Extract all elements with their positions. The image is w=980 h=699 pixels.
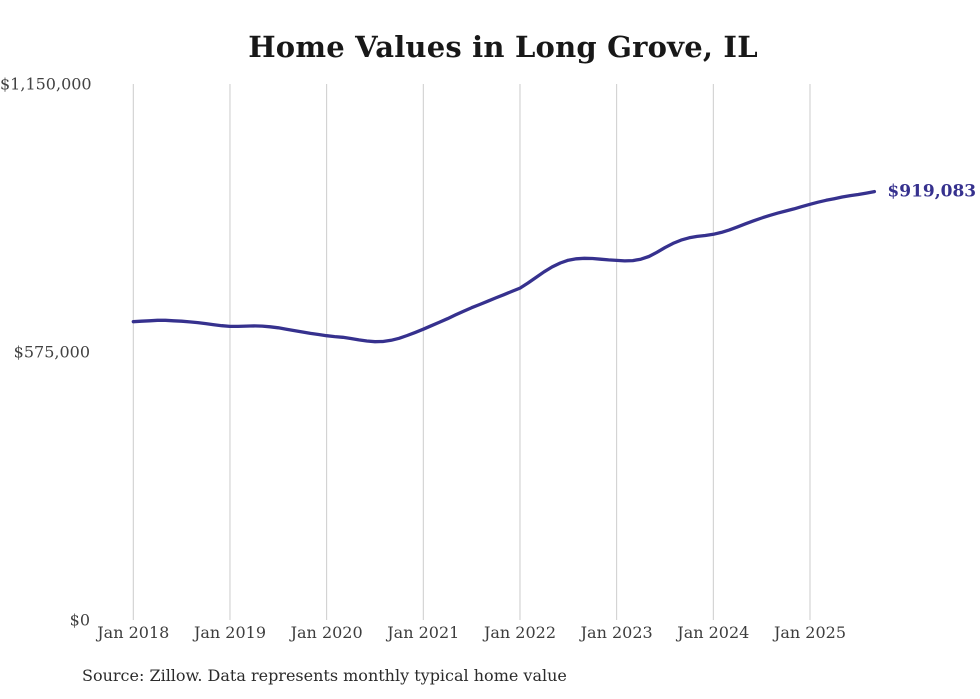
x-tick-label: Jan 2023 — [580, 623, 653, 642]
x-tick-label: Jan 2025 — [773, 623, 847, 642]
home-value-line — [131, 189, 877, 344]
chart-title: Home Values in Long Grove, IL — [248, 30, 758, 64]
y-tick-label: $575,000 — [13, 342, 90, 362]
x-tick-label: Jan 2019 — [193, 623, 266, 642]
x-tick-label: Jan 2018 — [97, 623, 170, 642]
latest-value-label: $919,083 — [887, 181, 977, 202]
x-tick-label: Jan 2024 — [677, 623, 750, 642]
x-tick-label: Jan 2021 — [387, 623, 460, 642]
x-tick-label: Jan 2022 — [483, 623, 556, 642]
x-tick-label: Jan 2020 — [290, 623, 363, 642]
y-tick-label: $0 — [69, 610, 90, 630]
y-tick-label: $1,150,000 — [0, 74, 92, 94]
source-note: Source: Zillow. Data represents monthly … — [82, 666, 567, 685]
